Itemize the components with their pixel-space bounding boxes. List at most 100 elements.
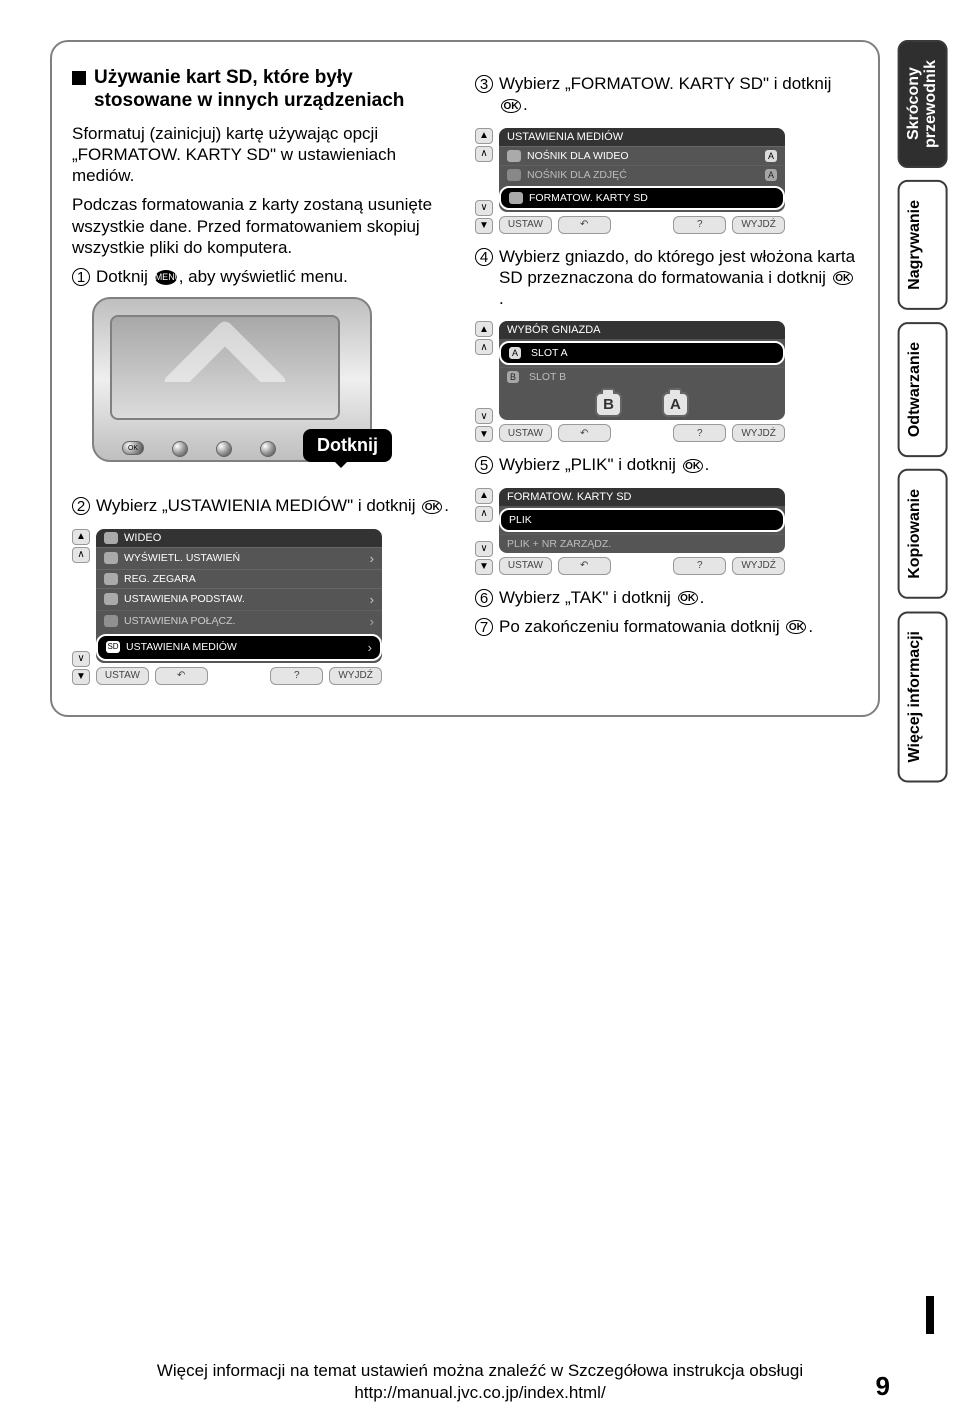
arrow-up-icon: ▲ <box>72 529 90 545</box>
exit-button: WYJDŹ <box>329 667 382 685</box>
step-3: 3 Wybierz „FORMATOW. KARTY SD" i dotknij… <box>475 73 858 116</box>
arrow-up-icon: ∧ <box>475 506 493 522</box>
help-icon: ? <box>673 557 726 575</box>
arrow-up-icon: ∧ <box>475 339 493 355</box>
menu-icon: MENU <box>155 270 177 285</box>
arrow-up-icon: ▲ <box>475 321 493 337</box>
camera-button <box>172 441 188 457</box>
step-7: 7 Po zakończeniu formatowania dotknij OK… <box>475 616 858 637</box>
help-icon: ? <box>673 424 726 442</box>
back-icon: ↶ <box>558 557 611 575</box>
footer: Więcej informacji na temat ustawień możn… <box>0 1360 960 1404</box>
intro-1: Sformatuj (zainicjuj) kartę używając opc… <box>72 123 455 187</box>
menu-footer: USTAW ↶ ? WYJDŹ <box>499 216 785 234</box>
camera-illustration: OK Dotknij <box>92 297 382 467</box>
section-title: Używanie kart SD, które były stosowane w… <box>72 67 455 113</box>
display-icon <box>104 552 118 564</box>
camera-button <box>260 441 276 457</box>
back-icon: ↶ <box>155 667 208 685</box>
step-1: 1 Dotknij MENU, aby wyświetlić menu. <box>72 266 455 287</box>
menu-arrows: ▲ ∧ ∨ ▼ <box>475 321 493 442</box>
slot-chip-a: A <box>662 392 689 417</box>
ok-icon: OK <box>422 500 442 514</box>
menu-list: WYŚWIETL. USTAWIEŃ› REG. ZEGARA USTAWIEN… <box>96 547 382 663</box>
menu-3: ▲ ∧ ∨ ▼ USTAWIENIA MEDIÓW NOŚNIK DLA WID… <box>475 128 785 234</box>
menu-item-selected: ASLOT A <box>499 341 785 365</box>
tab-recording[interactable]: Nagrywanie <box>898 180 948 310</box>
footer-text: Więcej informacji na temat ustawień możn… <box>157 1361 803 1402</box>
two-columns: Używanie kart SD, które były stosowane w… <box>72 67 858 685</box>
sd-icon: SD <box>106 641 120 653</box>
step-6: 6 Wybierz „TAK" i dotknij OK. <box>475 587 858 608</box>
step-2: 2 Wybierz „USTAWIENIA MEDIÓW" i dotknij … <box>72 495 455 516</box>
exit-button: WYJDŹ <box>732 216 785 234</box>
menu-body: FORMATOW. KARTY SD PLIK PLIK + NR ZARZĄD… <box>499 488 785 575</box>
step-2-text: Wybierz „USTAWIENIA MEDIÓW" i dotknij OK… <box>96 495 449 516</box>
set-button: USTAW <box>499 216 552 234</box>
menu-item: BSLOT B <box>499 367 785 386</box>
sd-icon <box>509 192 523 204</box>
menu-list: ASLOT A BSLOT B B A <box>499 339 785 420</box>
arrow-up-icon: ▲ <box>475 128 493 144</box>
tab-copying[interactable]: Kopiowanie <box>898 469 948 599</box>
arrow-down-icon: ∨ <box>475 408 493 424</box>
arrow-down-icon: ∨ <box>475 200 493 216</box>
step-1-text: Dotknij MENU, aby wyświetlić menu. <box>96 266 348 287</box>
content-frame: Używanie kart SD, które były stosowane w… <box>50 40 880 717</box>
touch-callout: Dotknij <box>303 429 392 462</box>
menu-item-selected: SDUSTAWIENIA MEDIÓW› <box>96 634 382 661</box>
menu-item: USTAWIENIA POŁĄCZ.› <box>96 610 382 632</box>
tab-quick-guide[interactable]: Skróconyprzewodnik <box>898 40 948 168</box>
arrow-down-icon: ▼ <box>72 669 90 685</box>
slot-a-icon: A <box>509 347 521 359</box>
tab-more-info[interactable]: Więcej informacji <box>898 611 948 782</box>
menu-4: ▲ ∧ ∨ ▼ WYBÓR GNIAZDA ASLOT A BSLOT B <box>475 321 785 442</box>
video-icon <box>507 150 521 162</box>
section-title-text: Używanie kart SD, które były stosowane w… <box>94 67 455 113</box>
set-button: USTAW <box>499 424 552 442</box>
menu-header: WIDEO <box>96 529 382 547</box>
menu-item-selected: PLIK <box>499 508 785 532</box>
step-number-6: 6 <box>475 589 493 607</box>
menu-header: USTAWIENIA MEDIÓW <box>499 128 785 146</box>
tab-playback[interactable]: Odtwarzanie <box>898 322 948 457</box>
step-4: 4 Wybierz gniazdo, do którego jest włożo… <box>475 246 858 310</box>
back-icon: ↶ <box>558 216 611 234</box>
video-icon <box>104 532 118 544</box>
camera-buttons: OK <box>122 441 320 457</box>
arrow-up-icon: ∧ <box>475 146 493 162</box>
step-5-text: Wybierz „PLIK" i dotknij OK. <box>499 454 709 475</box>
menu-body: WIDEO WYŚWIETL. USTAWIEŃ› REG. ZEGARA US… <box>96 529 382 685</box>
menu-item: WYŚWIETL. USTAWIEŃ› <box>96 547 382 569</box>
menu-item-selected: FORMATOW. KARTY SD <box>499 186 785 210</box>
arrow-up-icon: ∧ <box>72 547 90 563</box>
slot-chip-b: B <box>595 392 622 417</box>
page-number: 9 <box>876 1370 890 1404</box>
step-number-4: 4 <box>475 248 493 266</box>
menu-5: ▲ ∧ ∨ ▼ FORMATOW. KARTY SD PLIK PLIK + N… <box>475 488 785 575</box>
menu-2: ▲ ∧ ∨ ▼ WIDEO WYŚWIETL. USTAWIEŃ› <box>72 529 382 685</box>
step-4-text: Wybierz gniazdo, do którego jest włożona… <box>499 246 858 310</box>
help-icon: ? <box>673 216 726 234</box>
gear-icon <box>104 593 118 605</box>
step-number-3: 3 <box>475 75 493 93</box>
arrow-down-icon: ∨ <box>72 651 90 667</box>
exit-button: WYJDŹ <box>732 557 785 575</box>
exit-button: WYJDŹ <box>732 424 785 442</box>
right-column: 3 Wybierz „FORMATOW. KARTY SD" i dotknij… <box>475 67 858 685</box>
menu-footer: USTAW ↶ ? WYJDŹ <box>499 424 785 442</box>
menu-list: NOŚNIK DLA WIDEOA NOŚNIK DLA ZDJĘĆA FORM… <box>499 146 785 212</box>
page-mark-icon <box>926 1296 934 1334</box>
menu-footer: USTAW ↶ ? WYJDŹ <box>499 557 785 575</box>
menu-item: PLIK + NR ZARZĄDZ. <box>499 534 785 553</box>
step-number-5: 5 <box>475 456 493 474</box>
page: Używanie kart SD, które były stosowane w… <box>0 0 960 1424</box>
menu-item: NOŚNIK DLA WIDEOA <box>499 146 785 165</box>
step-7-text: Po zakończeniu formatowania dotknij OK. <box>499 616 813 637</box>
side-tabs: Skróconyprzewodnik Nagrywanie Odtwarzani… <box>898 40 948 782</box>
menu-arrows: ▲ ∧ ∨ ▼ <box>475 488 493 575</box>
arrow-down-icon: ▼ <box>475 218 493 234</box>
ok-icon: OK <box>786 620 806 634</box>
back-icon: ↶ <box>558 424 611 442</box>
slot-icons: B A <box>499 386 785 420</box>
